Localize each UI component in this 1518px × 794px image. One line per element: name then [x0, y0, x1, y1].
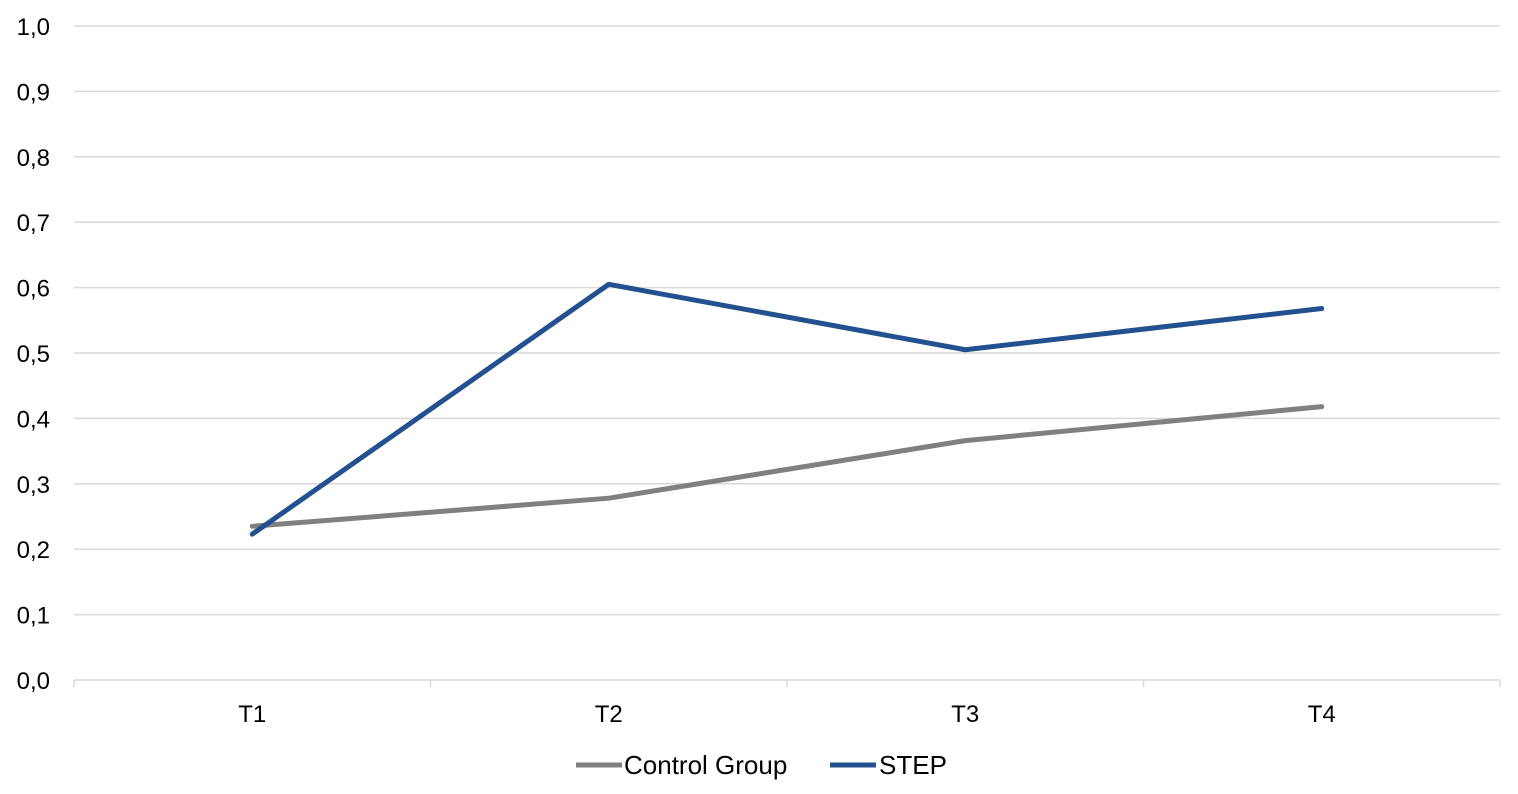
y-tick-label: 0,3 — [17, 472, 50, 499]
x-tick-label: T2 — [595, 701, 623, 728]
x-axis-tick-labels: T1 T2 T3 T4 — [238, 701, 1336, 728]
y-tick-label: 0,7 — [17, 210, 50, 237]
y-tick-label: 0,1 — [17, 603, 50, 630]
x-tick-label: T1 — [238, 701, 266, 728]
x-tick-label: T3 — [951, 701, 979, 728]
legend-item: STEP — [830, 750, 947, 780]
y-tick-label: 0,2 — [17, 537, 50, 564]
x-tick-label: T4 — [1308, 701, 1336, 728]
series-line-step — [249, 281, 1325, 537]
y-tick-label: 0,0 — [17, 668, 50, 695]
y-tick-label: 0,4 — [17, 406, 50, 433]
y-tick-label: 0,9 — [17, 79, 50, 106]
series-line-control-group — [249, 404, 1325, 529]
y-tick-label: 0,6 — [17, 276, 50, 303]
series-lines — [249, 281, 1325, 537]
y-tick-label: 1,0 — [17, 14, 50, 41]
y-axis-tick-labels: 0,0 0,1 0,2 0,3 0,4 0,5 0,6 0,7 0,8 0,9 1,0 — [17, 14, 50, 695]
legend-item: Control Group — [576, 750, 787, 780]
gridlines — [74, 25, 1500, 616]
x-axis — [73, 679, 1501, 687]
legend: Control Group STEP — [576, 750, 947, 780]
y-tick-label: 0,8 — [17, 145, 50, 172]
legend-label: STEP — [879, 750, 947, 780]
legend-label: Control Group — [624, 750, 787, 780]
y-tick-label: 0,5 — [17, 341, 50, 368]
